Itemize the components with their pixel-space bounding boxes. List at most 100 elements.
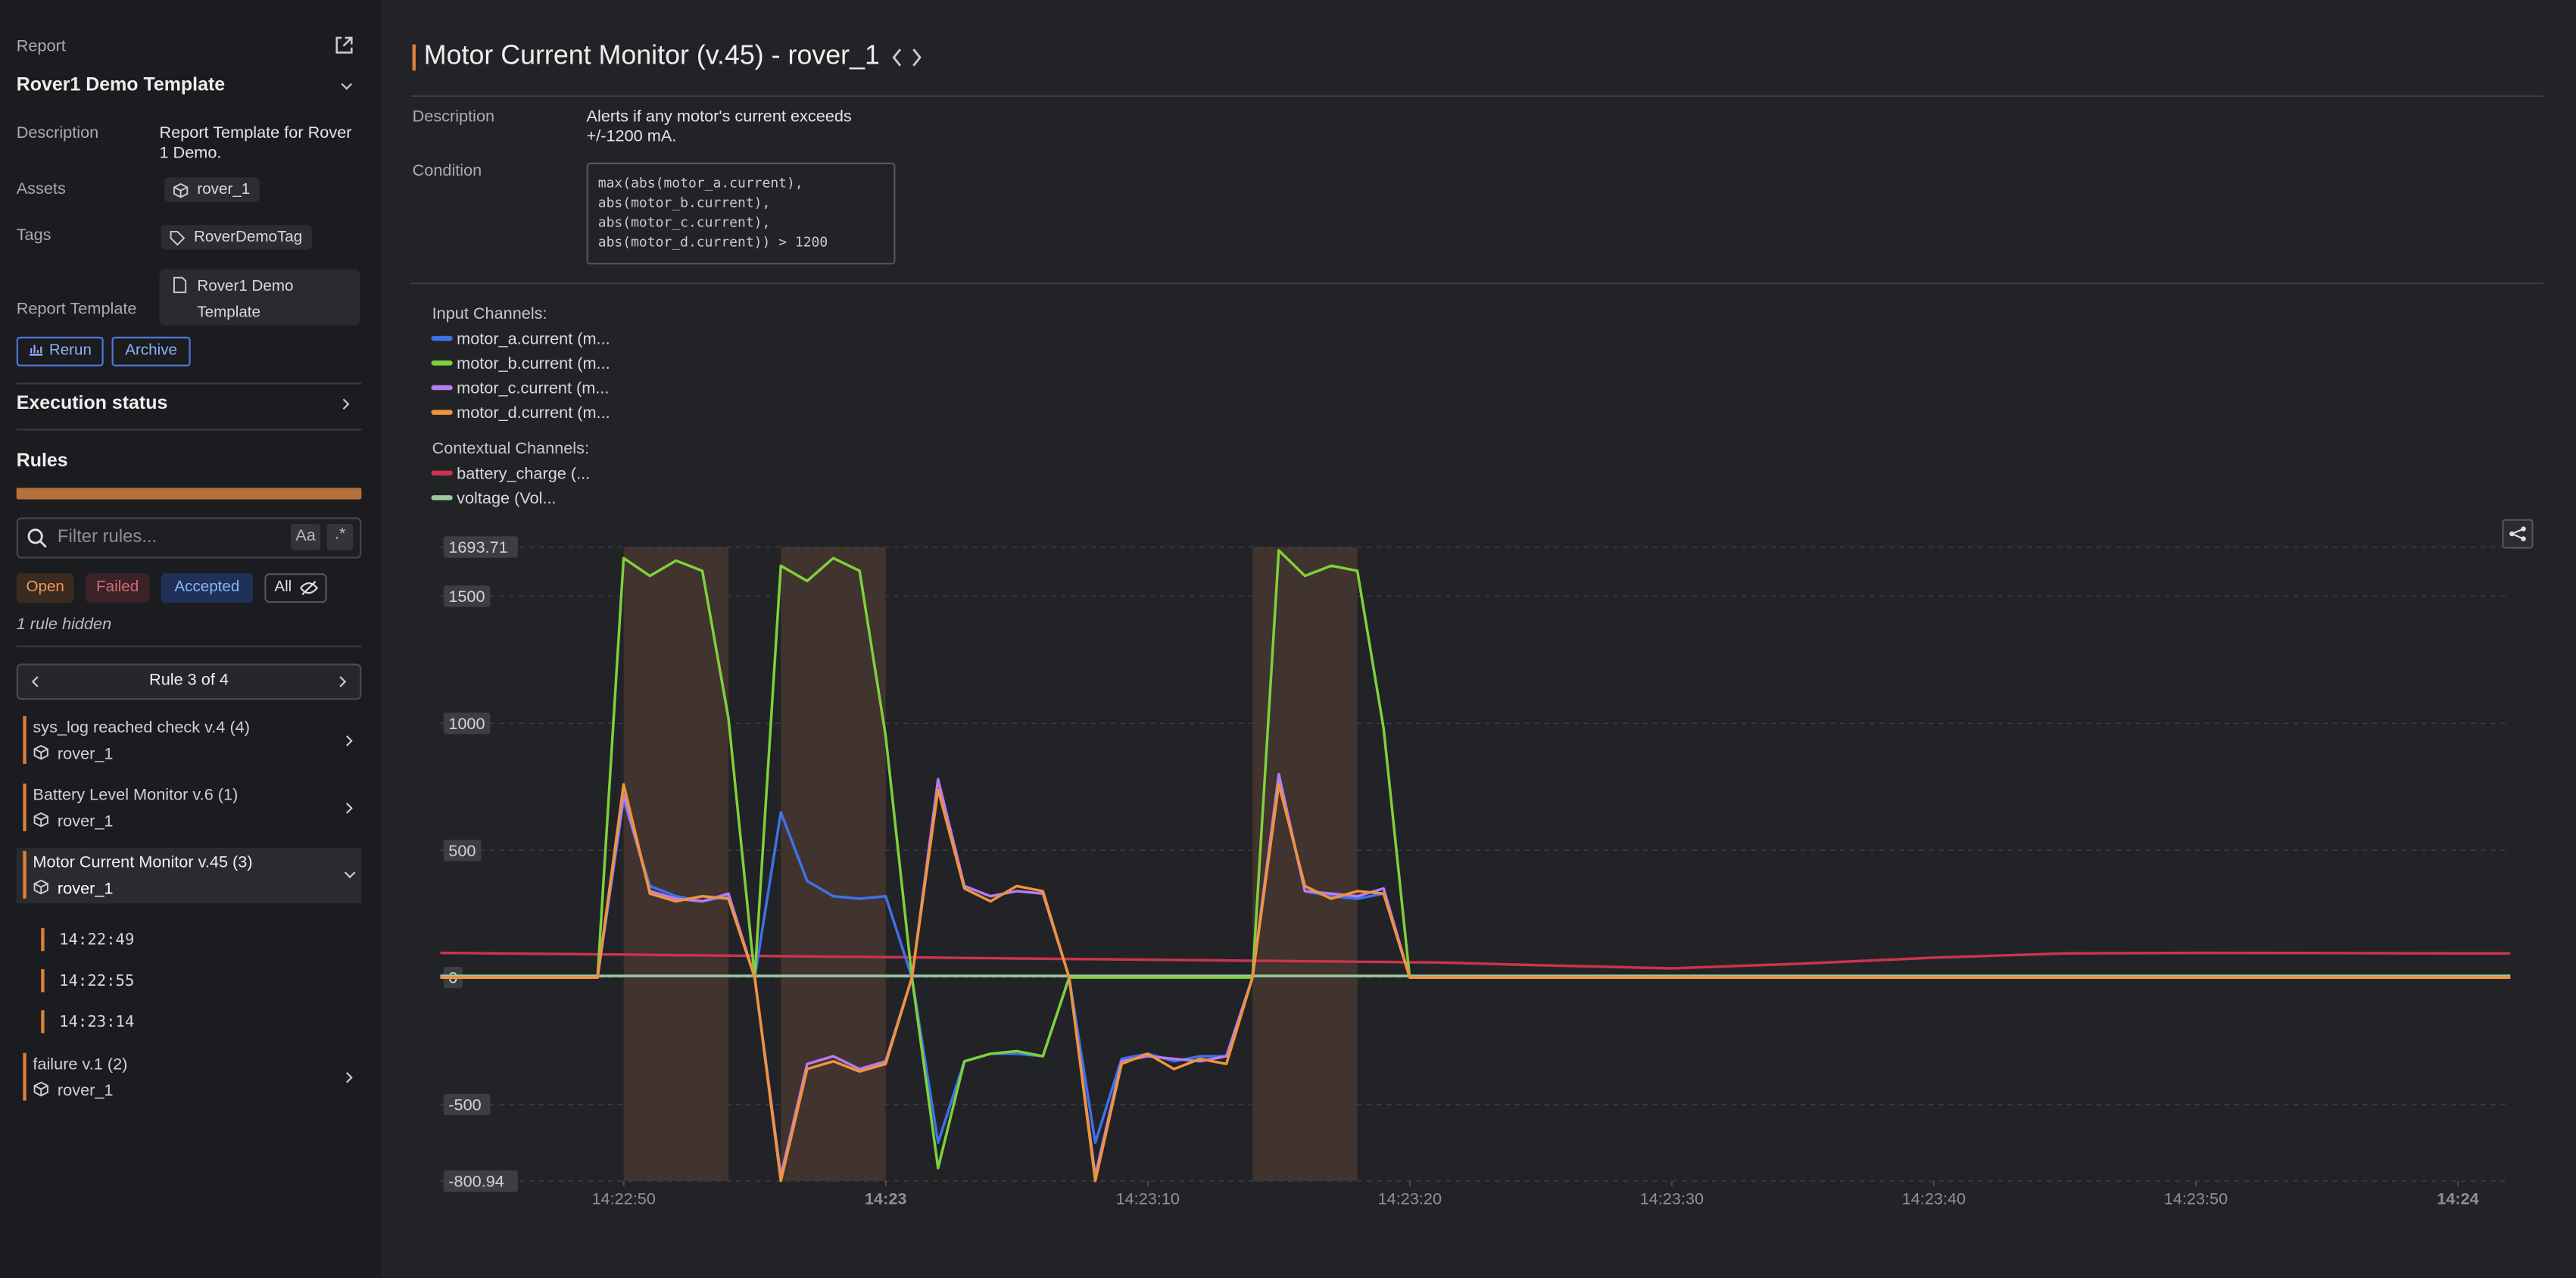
x-tick-label: 14:23:20 (1378, 1189, 1442, 1208)
expand-icon[interactable] (338, 396, 355, 413)
hidden-note: 1 rule hidden (16, 616, 112, 634)
y-tick-label-bg (443, 1093, 491, 1116)
rule-status-bar (23, 715, 27, 764)
x-tick-label: 14:23:50 (2164, 1189, 2228, 1208)
divider (16, 645, 362, 647)
rules-title: Rules (16, 451, 68, 472)
series-line (440, 783, 2511, 1183)
rule-name: sys_log reached check v.4 (4) (33, 719, 251, 738)
y-tick-label: 1000 (448, 714, 485, 733)
code-icon[interactable] (892, 48, 922, 67)
rule-chevron (341, 1069, 358, 1086)
accepted-filter[interactable]: Accepted (161, 573, 254, 603)
failure-region (1252, 547, 1358, 1181)
legend-entry[interactable]: voltage (Vol... (457, 488, 556, 507)
rule-chevron (341, 733, 358, 750)
rule-name: Battery Level Monitor v.6 (1) (33, 787, 239, 806)
failure-bar (41, 1010, 45, 1033)
rule-status-bar (23, 850, 27, 899)
failure-time[interactable]: 14:23:14 (59, 1013, 135, 1032)
prev-rule[interactable] (28, 674, 45, 690)
asset-icon (33, 879, 49, 896)
failure-bar (41, 927, 45, 952)
rule-asset: rover_1 (57, 1082, 114, 1101)
y-tick-label-bg (443, 712, 491, 734)
legend-entry[interactable]: battery_charge (... (457, 463, 590, 482)
share-button[interactable] (2502, 519, 2534, 549)
rules-progress (16, 488, 362, 500)
collapse-icon[interactable] (338, 79, 355, 95)
button-label: Rerun (48, 341, 92, 360)
legend-entry[interactable]: motor_b.current (m... (457, 354, 610, 372)
y-tick-label: -800.94 (448, 1172, 504, 1191)
rerun-button[interactable]: Rerun (16, 336, 104, 366)
sidebar: Report Rover1 Demo Template Description … (0, 0, 382, 1278)
x-tick-label: 14:23:40 (1902, 1189, 1966, 1208)
filter-label: All (274, 578, 292, 597)
detail-label: Report Template (16, 301, 137, 319)
x-tick-label: 14:23:30 (1640, 1189, 1704, 1208)
asset-chip[interactable]: rover_1 (164, 177, 260, 202)
filter-input[interactable]: Filter rules... Aa .* (16, 517, 362, 559)
open-external-icon[interactable] (333, 35, 354, 56)
x-tick-label: 14:23:10 (1116, 1189, 1180, 1208)
regex-toggle[interactable]: .* (326, 524, 354, 550)
rule-asset: rover_1 (57, 880, 114, 899)
rule-name: Motor Current Monitor v.45 (3) (33, 854, 253, 873)
description: Alerts if any motor's current exceeds +/… (586, 108, 852, 147)
match-case-toggle[interactable]: Aa (291, 524, 321, 550)
all-filter[interactable]: All (264, 573, 327, 603)
report-name: Rover1 Demo Template (16, 75, 226, 95)
main-panel: Motor Current Monitor (v.45) - rover_1 D… (381, 0, 2576, 1278)
y-tick-label-bg (443, 585, 491, 607)
tag-chip[interactable]: RoverDemoTag (161, 225, 313, 250)
y-tick-label-bg (443, 536, 518, 558)
asset-name: rover_1 (197, 180, 251, 199)
divider (410, 95, 2543, 98)
failure-region (781, 547, 886, 1181)
asset-icon (33, 1081, 49, 1098)
y-tick-label: 1500 (448, 587, 485, 606)
x-tick-label: 14:24 (2437, 1189, 2478, 1208)
divider (16, 382, 362, 385)
failure-bar (41, 969, 45, 993)
title-accent (412, 44, 416, 71)
failure-time[interactable]: 14:22:49 (59, 931, 135, 950)
rule-pager: Rule 3 of 4 (16, 663, 362, 700)
rule-asset: rover_1 (57, 812, 114, 831)
asset-icon (33, 812, 49, 828)
detail-value: Report Template for Rover 1 Demo. (159, 124, 352, 163)
y-tick-label: 1693.71 (448, 538, 507, 556)
archive-button[interactable]: Archive (111, 336, 191, 366)
next-rule[interactable] (333, 674, 350, 690)
execution-status[interactable]: Execution status (16, 394, 168, 414)
detail-label: Tags (16, 226, 51, 245)
rule-chevron (341, 800, 358, 817)
report-label: Report (16, 37, 66, 56)
detail-label: Description (16, 124, 99, 143)
rule-chevron (341, 868, 358, 884)
legend-entry[interactable]: motor_d.current (m... (457, 403, 610, 422)
legend-title: Contextual Channels: (432, 438, 589, 457)
failure-region (623, 547, 729, 1181)
open-filter[interactable]: Open (16, 573, 74, 603)
rule-status-bar (23, 1052, 27, 1101)
description-label: Description (412, 108, 495, 127)
series-line (440, 951, 2511, 970)
template-card[interactable]: Rover1 Demo Template (159, 269, 360, 326)
failure-time[interactable]: 14:22:55 (59, 972, 135, 991)
rule-title: Motor Current Monitor (v.45) - rover_1 (423, 41, 880, 71)
legend-entry[interactable]: motor_c.current (m... (457, 379, 609, 397)
failed-filter[interactable]: Failed (85, 573, 150, 603)
rule-status-bar (23, 783, 27, 831)
rule-item[interactable] (16, 847, 362, 904)
filter-placeholder: Filter rules... (57, 527, 157, 547)
x-tick-label: 14:23 (865, 1189, 906, 1208)
tag-name: RoverDemoTag (194, 228, 303, 247)
legend-entry[interactable]: motor_a.current (m... (457, 329, 610, 348)
condition-label: Condition (412, 162, 482, 181)
divider (16, 429, 362, 431)
